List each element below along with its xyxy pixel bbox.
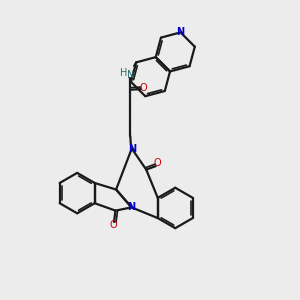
Text: N: N <box>127 70 134 80</box>
Text: O: O <box>154 158 161 168</box>
Text: O: O <box>140 83 147 93</box>
Text: O: O <box>109 220 117 230</box>
Text: N: N <box>128 144 136 154</box>
Text: N: N <box>176 27 184 38</box>
Text: N: N <box>128 202 136 212</box>
Text: H: H <box>120 68 127 78</box>
